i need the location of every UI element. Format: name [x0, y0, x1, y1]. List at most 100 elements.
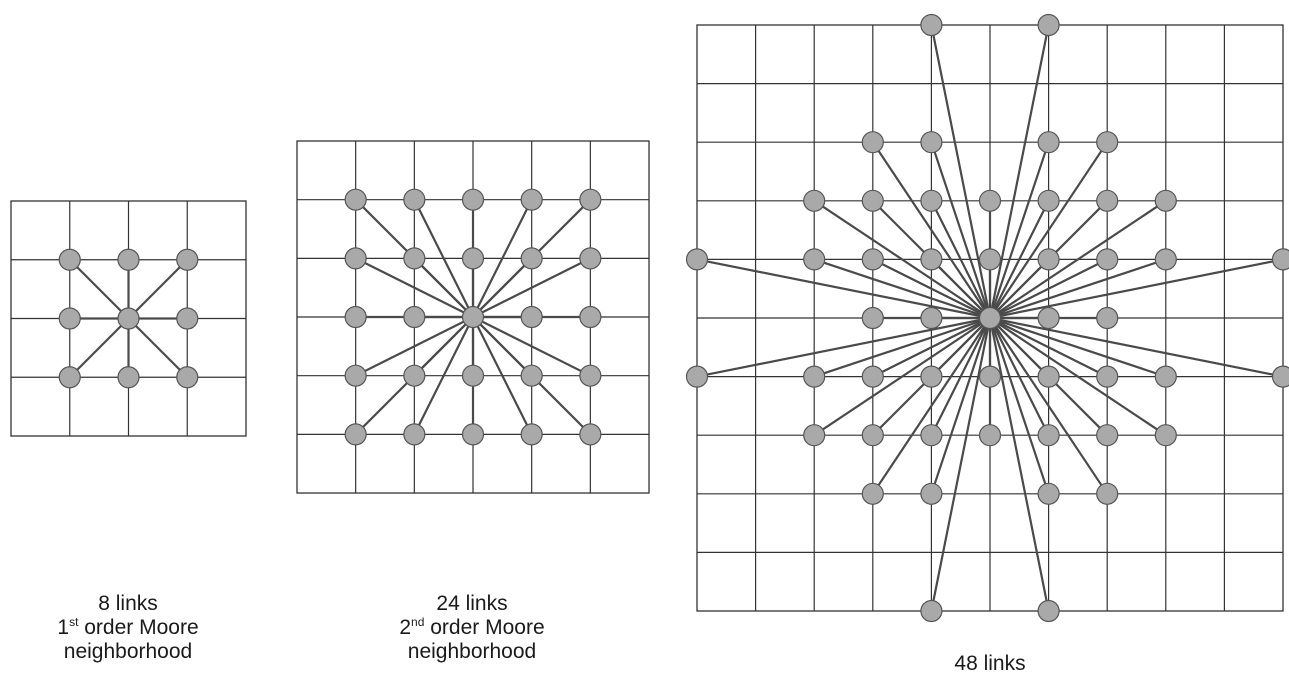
neighbor-link [127, 258, 189, 320]
neighbor-link [871, 258, 992, 320]
caption-order-text: order Moore [78, 616, 199, 639]
neighbor-node [1037, 189, 1060, 212]
neighbor-node [579, 423, 602, 446]
neighbor-node [861, 424, 884, 447]
neighbor-node [1154, 424, 1177, 447]
neighbor-node [579, 305, 602, 329]
neighbor-node [920, 248, 943, 271]
neighbor-link [930, 23, 992, 320]
neighbor-link [988, 141, 1050, 320]
neighbor-link [988, 316, 1050, 437]
neighbor-node [920, 424, 943, 447]
neighbor-node [1096, 482, 1119, 505]
neighbor-node [920, 482, 943, 505]
neighbor-node [344, 364, 367, 387]
neighbor-link [413, 315, 475, 436]
caption-first-order: 8 links 1st order Moore neighborhood [28, 592, 228, 664]
neighbor-node [344, 305, 367, 329]
neighbor-link [695, 258, 992, 320]
neighbor-node [861, 365, 884, 388]
neighbor-node [461, 364, 485, 387]
neighbor-node [1154, 365, 1177, 388]
neighbor-node [579, 188, 602, 211]
neighbor-node [920, 365, 943, 388]
neighbor-node [403, 188, 426, 211]
neighbor-node [117, 248, 140, 271]
panel-second-order-moore [296, 140, 650, 494]
neighbor-node [344, 188, 367, 211]
grid-border [296, 140, 650, 494]
neighbor-node [58, 307, 81, 330]
neighbor-node [803, 248, 826, 271]
caption-second-order: 24 links 2nd order Moore neighborhood [372, 592, 572, 664]
neighbor-link [471, 198, 533, 319]
neighbor-node [803, 365, 826, 388]
neighbor-link [988, 141, 1109, 320]
neighbor-link [471, 257, 592, 319]
neighbor-link [988, 316, 1109, 495]
neighbor-link [68, 258, 130, 320]
panel-48-links [685, 13, 1289, 623]
neighbor-link [813, 316, 992, 378]
neighbor-node [403, 423, 426, 446]
neighbor-node [520, 423, 543, 446]
grid-border [10, 200, 247, 437]
neighbor-link [871, 316, 992, 495]
caption-neighborhood: neighborhood [63, 640, 193, 663]
neighbor-link [871, 141, 992, 320]
neighbor-node [579, 364, 602, 387]
neighbor-node [978, 365, 1002, 388]
neighbor-node [1096, 248, 1119, 271]
neighbor-link [813, 258, 992, 320]
neighbor-link [988, 23, 1050, 320]
neighbor-node [579, 247, 602, 270]
neighbor-link [68, 317, 130, 379]
neighbor-link [471, 257, 533, 319]
neighbor-node [685, 365, 709, 388]
caption-order-line: 1st order Moore [28, 616, 228, 640]
neighbor-link [471, 315, 592, 377]
neighbor-link [695, 316, 992, 378]
caption-order-line: 2nd order Moore [372, 616, 572, 640]
caption-ordinal-number: 2 [399, 616, 412, 639]
neighbor-node [1037, 365, 1060, 388]
neighbor-link [930, 141, 992, 320]
neighbor-node [861, 248, 884, 271]
neighbor-node [920, 131, 943, 154]
neighbor-link [930, 199, 992, 320]
neighbor-node [1096, 131, 1119, 154]
caption-neighborhood: neighborhood [407, 640, 537, 663]
neighbor-node [1037, 131, 1060, 154]
neighbor-node [344, 423, 367, 446]
neighbor-link [988, 316, 1167, 437]
caption-ordinal-suffix: nd [411, 615, 425, 629]
neighbor-node [861, 189, 884, 212]
neighbor-node [461, 188, 485, 211]
neighbor-node [978, 248, 1002, 271]
neighbor-link [988, 258, 1050, 320]
neighbor-node [1037, 13, 1060, 37]
neighbor-link [930, 258, 992, 320]
neighbor-link [988, 316, 1285, 378]
neighbor-link [413, 198, 475, 319]
neighbor-node [1037, 599, 1060, 623]
caption-order-text: order Moore [424, 616, 545, 639]
neighbor-node [1096, 189, 1119, 212]
neighbor-node [1037, 482, 1060, 505]
neighbor-link [988, 199, 1167, 320]
neighbor-node [403, 247, 426, 270]
neighbor-node [403, 364, 426, 387]
neighbor-node [1037, 424, 1060, 447]
neighbor-node [978, 189, 1002, 212]
center-node [978, 306, 1002, 330]
neighbor-link [871, 316, 992, 378]
neighbor-node [176, 307, 199, 330]
neighbor-node [1271, 365, 1289, 388]
caption-links-count: 48 links [954, 652, 1026, 675]
neighbor-link [988, 316, 1109, 378]
neighbor-node [176, 248, 199, 271]
neighbor-link [354, 257, 475, 319]
neighbor-node [1096, 365, 1119, 388]
neighbor-node [344, 247, 367, 270]
neighbor-link [930, 316, 992, 495]
